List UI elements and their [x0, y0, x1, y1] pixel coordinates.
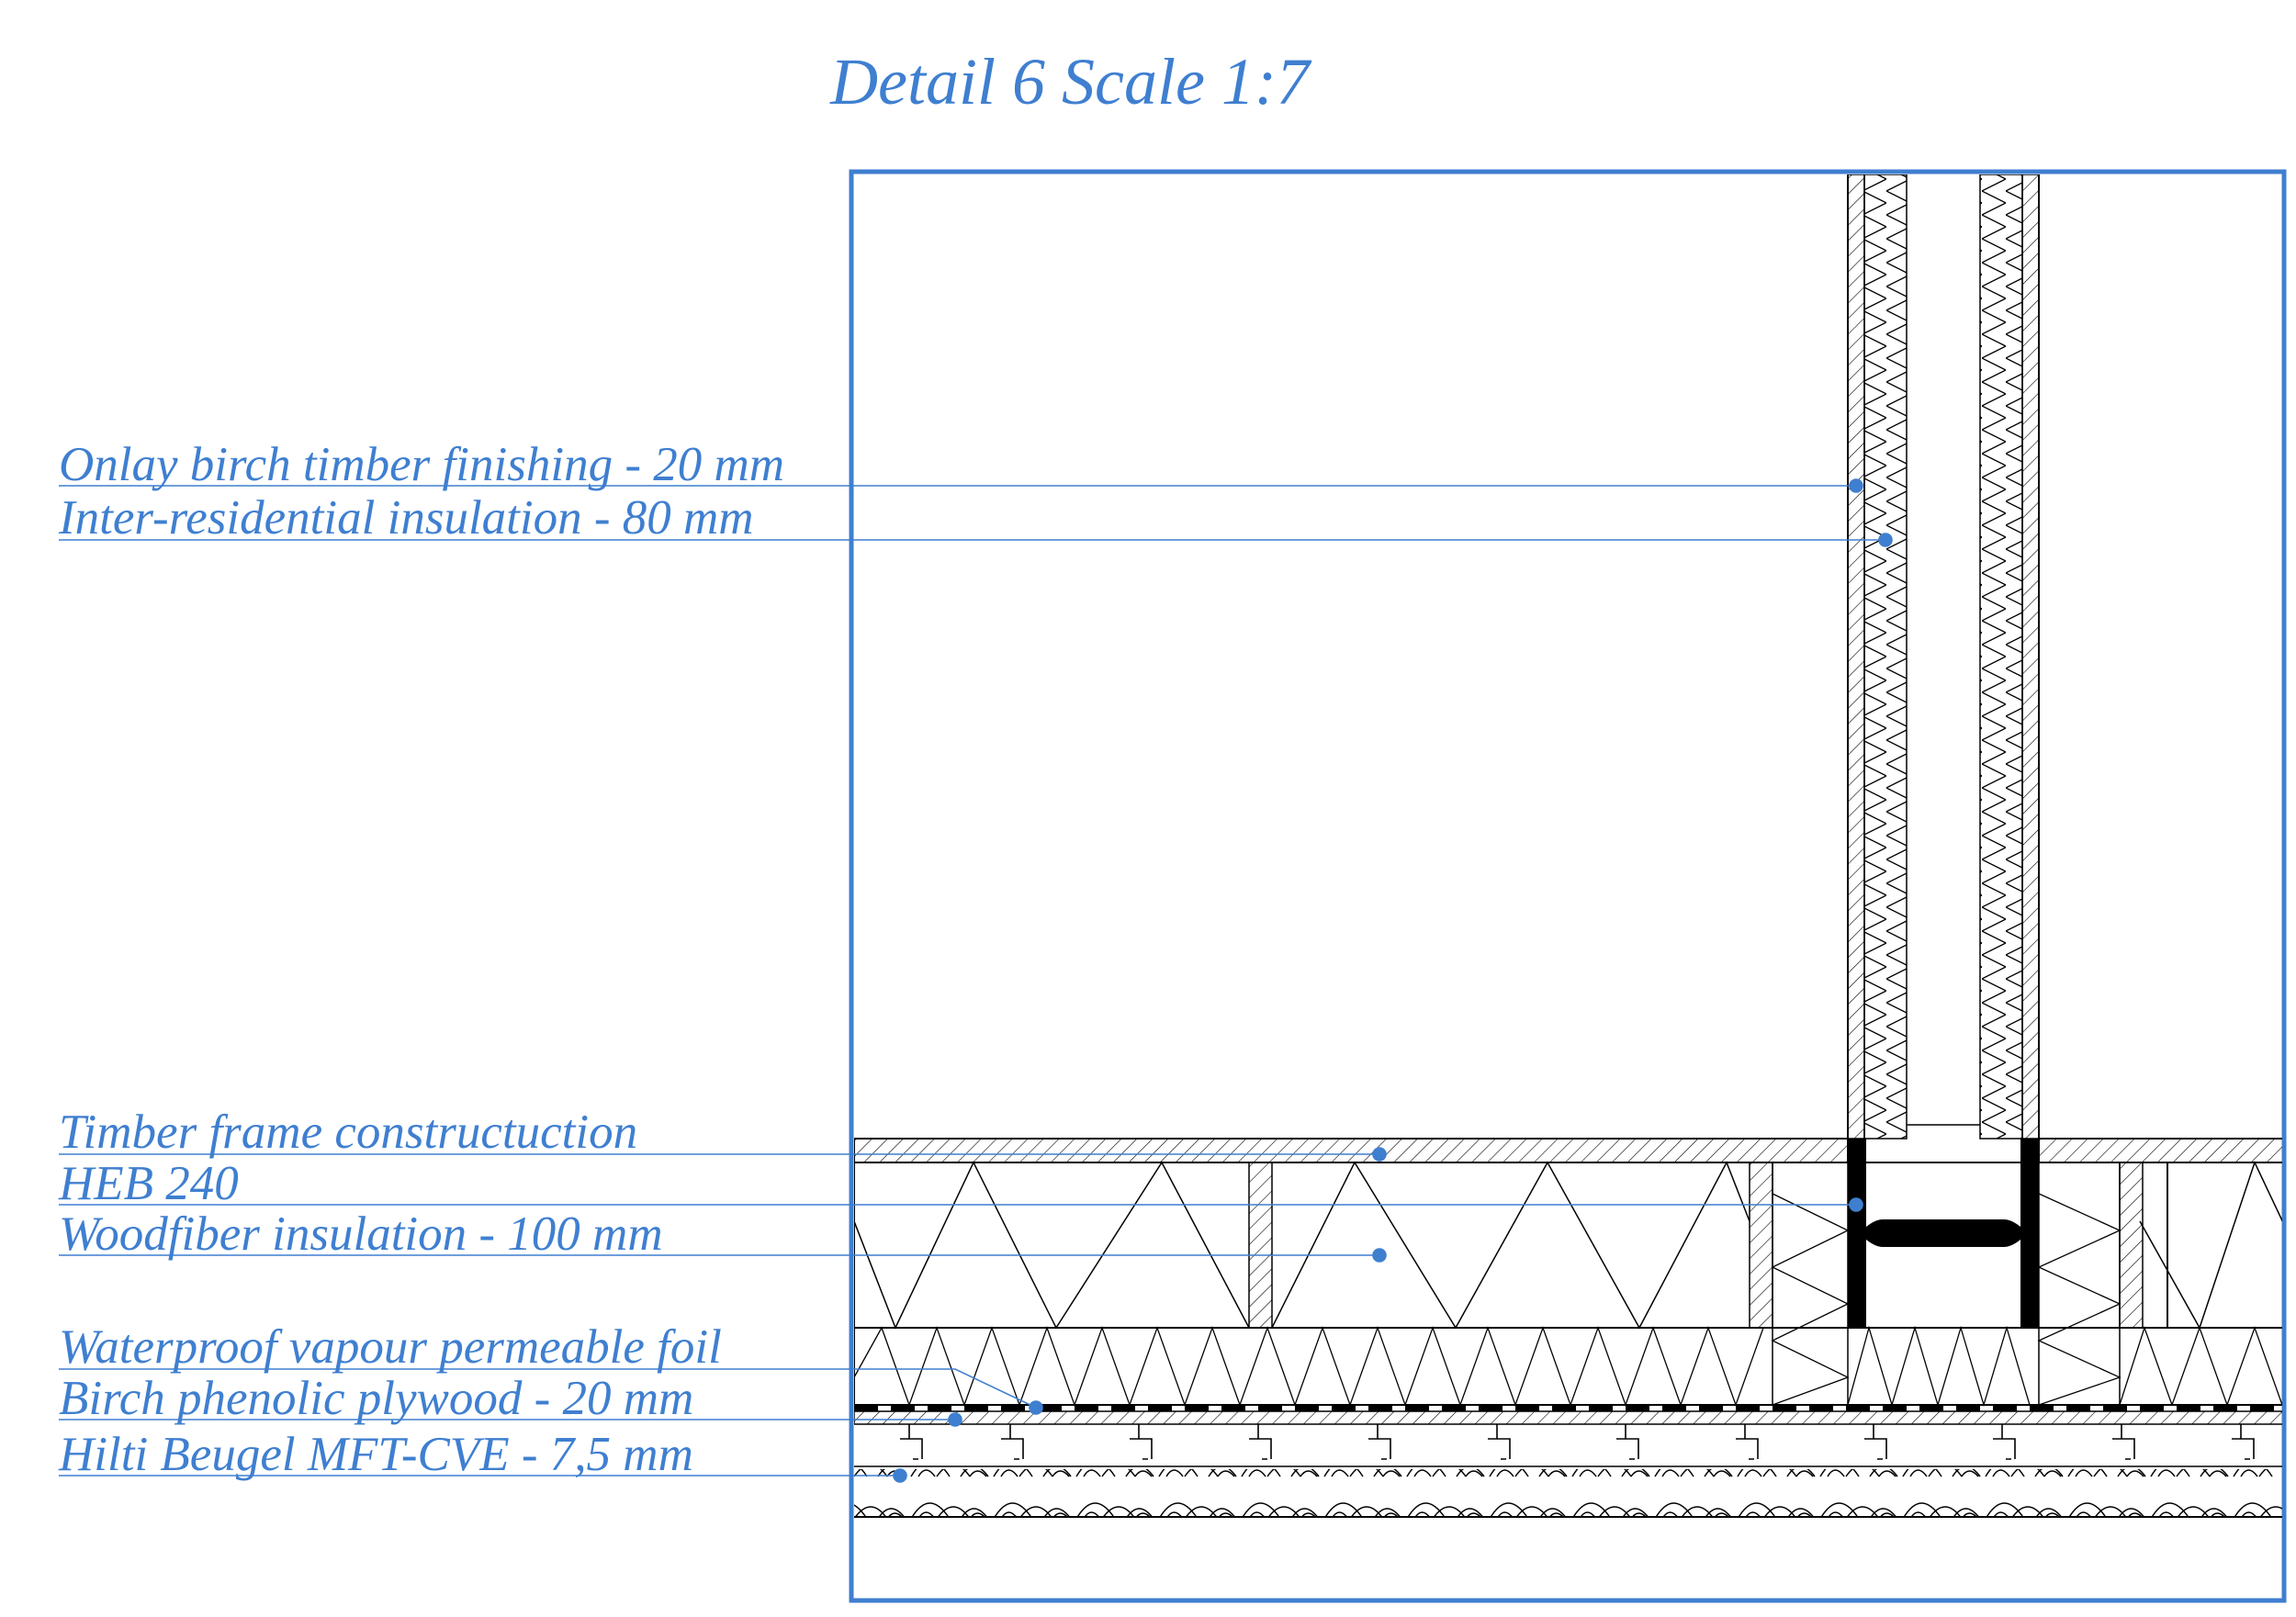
detail-frame	[849, 169, 2287, 1603]
wall-section	[1847, 174, 2040, 1140]
label-woodfiber-insulation: Woodfiber insulation - 100 mm	[59, 1207, 663, 1261]
label-onlay-birch: Onlay birch timber finishing - 20 mm	[59, 438, 785, 491]
label-heb-240: HEB 240	[59, 1157, 239, 1210]
lower-insulation-zigzag	[854, 1326, 1764, 1407]
label-timber-frame: Timber frame constructuction	[59, 1106, 638, 1159]
drawing-title: Detail 6 Scale 1:7	[830, 45, 1310, 118]
birch-plywood	[854, 1410, 2282, 1425]
label-vapour-foil: Waterproof vapour permeable foil	[59, 1320, 722, 1374]
label-birch-plywood: Birch phenolic plywood - 20 mm	[59, 1372, 694, 1425]
hilti-brackets	[900, 1424, 2255, 1460]
insulation-zigzag	[854, 1160, 2282, 1330]
gravel-layer	[854, 1469, 2282, 1517]
label-inter-residential-insulation: Inter-residential insulation - 80 mm	[59, 491, 754, 545]
leader-lines	[59, 478, 1893, 1483]
timber-frame-top	[854, 1138, 1849, 1163]
heb-240-beam	[1848, 1139, 2039, 1328]
label-hilti-beugel: Hilti Beugel MFT-CVE - 7,5 mm	[59, 1428, 693, 1481]
